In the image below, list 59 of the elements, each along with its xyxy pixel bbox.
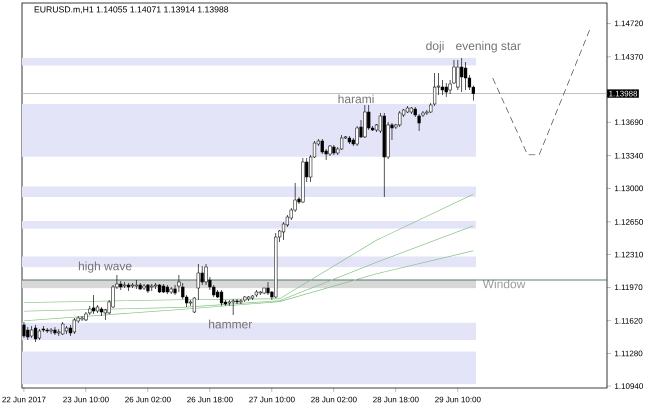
candlestick [49, 328, 53, 334]
candlestick [266, 282, 270, 296]
candlestick [417, 114, 421, 132]
candlestick [53, 326, 57, 336]
candlestick [432, 72, 436, 106]
candlestick [232, 298, 235, 316]
candlestick [64, 326, 68, 334]
candlestick [235, 298, 239, 304]
candlestick [456, 60, 460, 90]
y-tick-label: 1.11280 [614, 350, 642, 356]
y-tick-label: 1.11620 [614, 318, 642, 324]
candlestick [80, 316, 84, 322]
candlestick [177, 274, 181, 292]
y-tick-label: 1.13340 [614, 152, 643, 159]
ref-line-label: 1.13988 [609, 90, 638, 96]
candlestick [220, 290, 224, 306]
candlestick [96, 304, 100, 314]
candlestick [196, 264, 200, 300]
candlestick [328, 144, 332, 156]
x-tick-label: 27 Jun 10:00 [249, 396, 295, 402]
y-tick-label: 1.11970 [614, 284, 642, 290]
candlestick [200, 266, 204, 286]
candlestick [173, 284, 177, 296]
candlestick [100, 306, 104, 316]
candlestick [406, 106, 410, 114]
y-tick-label: 1.13000 [614, 186, 643, 192]
x-tick-label: 26 Jun 18:00 [187, 396, 233, 402]
candlestick [130, 282, 134, 288]
y-tick-label: 1.12310 [614, 252, 643, 258]
x-tick-label: 28 Jun 02:00 [311, 396, 357, 402]
candlestick [142, 284, 146, 290]
annotation: hammer [209, 320, 252, 328]
y-tick-label: 1.10940 [614, 383, 643, 389]
x-tick-label: 23 Jun 10:00 [63, 396, 109, 402]
candlestick [250, 294, 254, 300]
x-tick-label: 26 Jun 02:00 [125, 396, 171, 402]
x-tick-label: 29 Jun 10:00 [435, 396, 481, 402]
y-tick-label: 1.14720 [614, 20, 643, 26]
annotation: high wave [78, 262, 132, 273]
candlestick [444, 82, 448, 98]
candlestick [34, 324, 38, 342]
annotation: harami [338, 94, 374, 104]
band-label: Window [482, 279, 526, 288]
y-tick-label: 1.12650 [614, 219, 643, 225]
candlestick [382, 112, 386, 198]
candlestick [204, 264, 208, 286]
annotation: doji [426, 41, 444, 52]
x-tick-label: 22 Jun 2017 [2, 396, 46, 402]
y-tick-label: 1.14370 [614, 54, 643, 60]
chart-title: EURUSD.m,H1 1.14055 1.14071 1.13914 1.13988 [34, 6, 228, 14]
candlestick [464, 62, 468, 90]
candlestick [92, 294, 96, 314]
candlestick [126, 282, 130, 292]
x-tick-label: 28 Jun 18:00 [373, 396, 419, 402]
candlestick [84, 312, 88, 322]
candlestick [460, 58, 464, 92]
candlestick [38, 328, 42, 340]
annotation: evening star [456, 41, 521, 52]
y-tick-label: 1.13690 [614, 119, 643, 126]
